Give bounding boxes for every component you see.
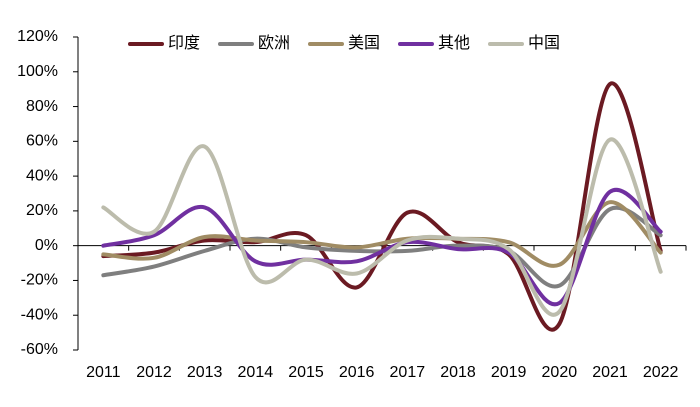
x-tick-label: 2014	[238, 364, 274, 381]
x-tick-label: 2022	[643, 364, 679, 381]
y-tick-label: 60%	[26, 133, 58, 150]
x-tick-label: 2015	[288, 364, 324, 381]
x-tick-label: 2019	[491, 364, 527, 381]
x-tick-label: 2018	[440, 364, 476, 381]
y-tick-label: 40%	[26, 167, 58, 184]
y-tick-label: 0%	[35, 237, 58, 254]
y-tick-label: -20%	[21, 272, 58, 289]
legend-label: 欧洲	[258, 34, 290, 52]
x-tick-label: 2012	[136, 364, 172, 381]
series-line	[101, 137, 663, 317]
x-tick-label: 2016	[339, 364, 375, 381]
x-tick-label: 2011	[86, 364, 121, 381]
y-tick-label: -60%	[21, 341, 58, 358]
legend-label: 印度	[168, 34, 200, 52]
legend-label: 其他	[438, 34, 470, 52]
legend-label: 中国	[528, 34, 560, 52]
y-tick-label: 20%	[26, 202, 58, 219]
series-line	[101, 81, 663, 332]
x-tick-label: 2017	[390, 364, 426, 381]
y-tick-label: 120%	[17, 28, 58, 45]
x-tick-label: 2013	[187, 364, 223, 381]
series-line	[101, 200, 663, 268]
y-tick-label: 100%	[17, 63, 58, 80]
y-tick-label: -40%	[21, 306, 58, 323]
x-tick-label: 2021	[592, 364, 628, 381]
y-tick-label: 80%	[26, 98, 58, 115]
legend-label: 美国	[348, 34, 380, 52]
x-tick-label: 2020	[542, 364, 578, 381]
